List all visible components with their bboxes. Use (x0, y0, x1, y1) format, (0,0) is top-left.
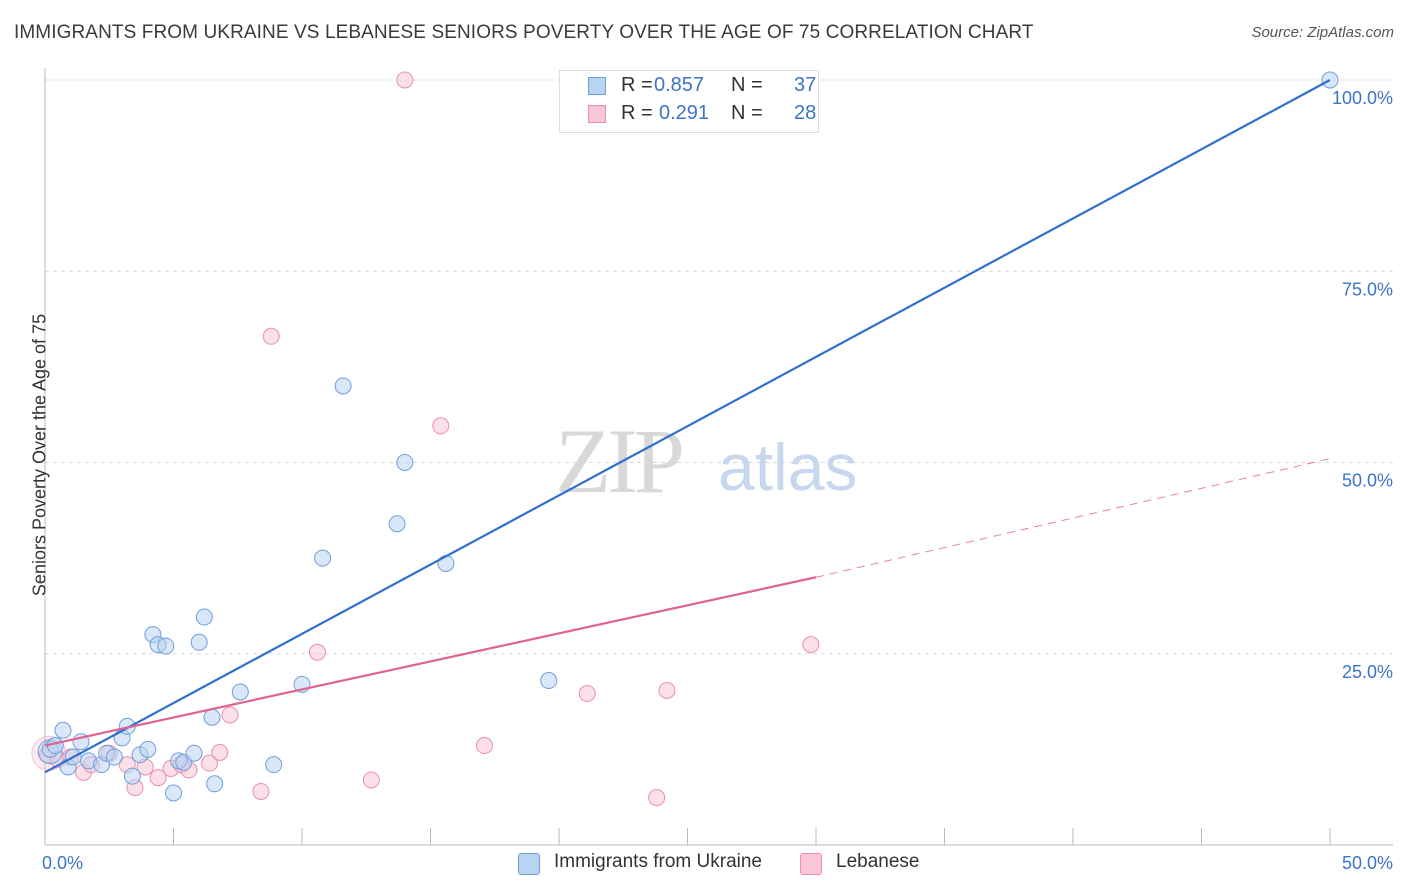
ukraine-point (231, 683, 249, 701)
correlation-legend: R = 0.857 N = 37 R = 0.291 N = 28 (559, 70, 819, 133)
lebanese-trend-line (44, 576, 817, 747)
lebanese-point (475, 737, 493, 755)
lebanese-point (802, 636, 820, 654)
ukraine-point (139, 740, 157, 758)
legend-r-label: R = (621, 74, 653, 96)
ukraine-point (437, 554, 455, 572)
lebanese-point (252, 782, 270, 800)
ukraine-point (123, 767, 141, 785)
axes (44, 68, 1393, 846)
legend-n-label: N = (731, 102, 763, 124)
watermark-atlas: atlas (718, 430, 857, 504)
ukraine-point (165, 784, 182, 802)
lebanese-point (362, 771, 380, 789)
lebanese-point (262, 327, 280, 345)
source-label: Source: ZipAtlas.com (1251, 24, 1394, 41)
legend-r-value: 0.857 (654, 74, 705, 96)
watermark-zip: ZIP (555, 410, 682, 512)
ukraine-legend-swatch (518, 853, 540, 875)
lebanese-swatch (588, 105, 606, 123)
x-tick-label: 0.0% (42, 853, 83, 873)
lebanese-point (432, 417, 450, 435)
watermark: ZIP atlas (555, 410, 857, 512)
ukraine-point (54, 721, 72, 739)
lebanese-point (149, 769, 167, 787)
ukraine-point (396, 454, 414, 471)
ukraine-point (388, 515, 406, 533)
lebanese-legend-label: Lebanese (836, 851, 920, 872)
lebanese-point (648, 789, 666, 807)
lebanese-point (221, 706, 239, 724)
y-axis-label: Seniors Poverty Over the Age of 75 (29, 313, 50, 597)
ukraine-point (157, 637, 175, 655)
lebanese-legend-swatch (800, 853, 822, 875)
ukraine-point (190, 633, 208, 651)
y-tick-label: 25.0% (1342, 662, 1393, 682)
tick-labels: 25.0% 50.0% 75.0% 100.0% 0.0% 50.0% (42, 88, 1393, 873)
lebanese-trend-extension (815, 458, 1331, 578)
legend-n-label: N = (731, 74, 763, 96)
lebanese-point (578, 685, 596, 703)
lebanese-point (396, 71, 414, 89)
x-tick-label: 50.0% (1342, 853, 1393, 873)
trend-lines (44, 79, 1331, 774)
gridlines (45, 79, 1393, 655)
legend-n-value: 37 (794, 74, 817, 96)
y-tick-label: 100.0% (1332, 88, 1393, 108)
lebanese-point (658, 681, 676, 699)
y-tick-label: 75.0% (1342, 279, 1393, 299)
ukraine-point (265, 756, 283, 774)
ukraine-trend-line (44, 79, 1331, 774)
legend-r-label: R = (621, 102, 653, 124)
ukraine-swatch (588, 77, 606, 95)
ukraine-legend-label: Immigrants from Ukraine (554, 851, 762, 872)
ukraine-point (105, 748, 123, 766)
ukraine-point (334, 377, 352, 395)
ukraine-point (206, 775, 224, 793)
y-tick-label: 50.0% (1342, 471, 1393, 491)
legend-n-value: 28 (794, 102, 817, 124)
lebanese-point (200, 754, 218, 772)
lebanese-point (308, 643, 326, 661)
lebanese-point (211, 743, 229, 761)
ukraine-point (314, 549, 332, 567)
chart-title: IMMIGRANTS FROM UKRAINE VS LEBANESE SENI… (14, 22, 1034, 43)
ukraine-point (185, 744, 203, 762)
legend-r-value: 0.291 (659, 102, 710, 124)
ukraine-point (540, 672, 558, 690)
ukraine-point (203, 708, 221, 726)
ukraine-point (195, 608, 213, 626)
